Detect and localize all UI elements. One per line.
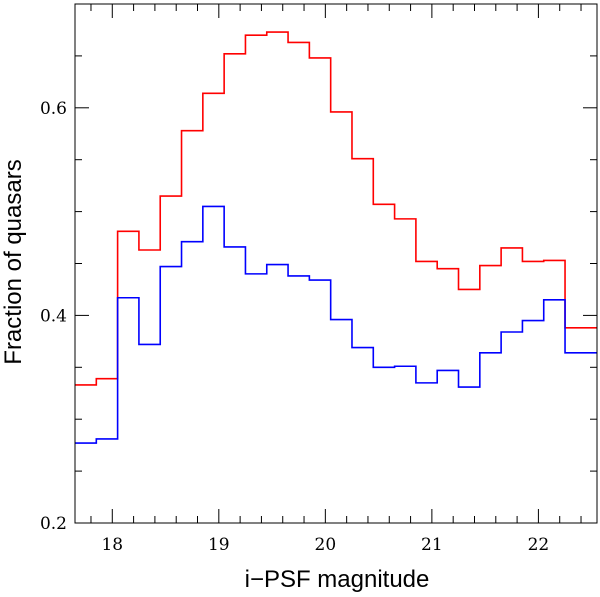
labels-layer: 18 19 20 21 22 0.2 0.4 0.6 bbox=[40, 99, 549, 555]
y-tick-label: 0.6 bbox=[40, 99, 67, 119]
x-tick-label: 20 bbox=[315, 535, 337, 555]
plot-frame bbox=[74, 3, 598, 524]
x-axis-label: i−PSF magnitude bbox=[245, 566, 430, 593]
ticks-layer bbox=[75, 3, 597, 524]
x-tick-label: 22 bbox=[528, 535, 550, 555]
y-tick-label: 0.4 bbox=[40, 306, 67, 326]
y-tick-label: 0.2 bbox=[40, 514, 67, 534]
series-layer bbox=[75, 31, 597, 444]
series-red-line bbox=[75, 31, 597, 386]
x-tick-label: 18 bbox=[101, 535, 123, 555]
x-tick-label: 21 bbox=[421, 535, 443, 555]
series-blue-line bbox=[75, 205, 597, 444]
x-tick-label: 19 bbox=[208, 535, 230, 555]
y-axis-label: Fraction of quasars bbox=[0, 159, 27, 364]
